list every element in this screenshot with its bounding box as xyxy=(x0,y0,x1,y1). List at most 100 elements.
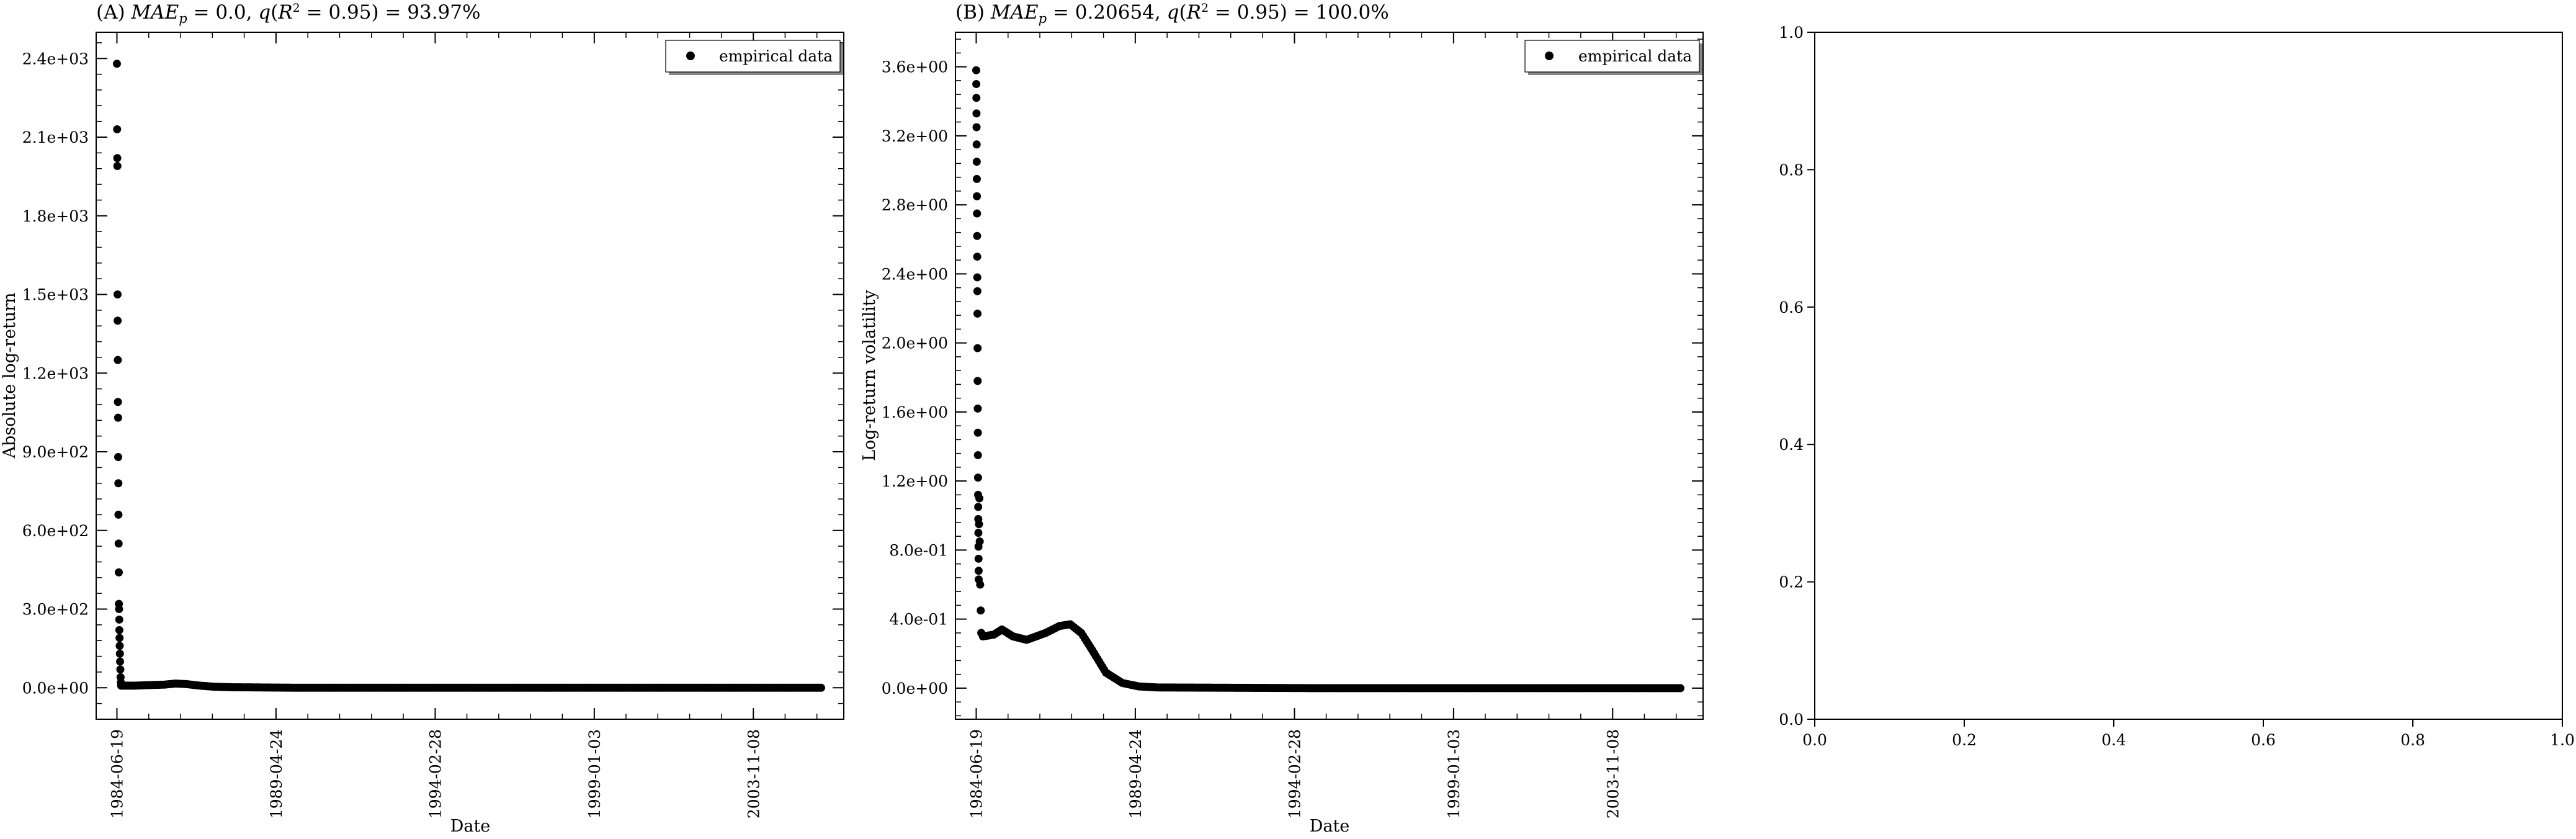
panel-a-legend-label: empirical data xyxy=(719,47,833,65)
y-tick-label: 0.6 xyxy=(1779,298,1804,316)
y-tick-label: 1.0 xyxy=(1779,24,1804,42)
panel-a-y-axis: 0.0e+00 3.0e+02 6.0e+02 9.0e+02 1.2e+03 1.5e+… xyxy=(22,42,844,720)
data-point xyxy=(975,494,984,503)
data-point xyxy=(113,290,122,299)
data-point xyxy=(114,413,122,422)
data-point xyxy=(115,642,124,650)
data-point xyxy=(114,539,123,548)
data-point xyxy=(974,503,983,511)
data-point xyxy=(115,634,124,642)
data-point xyxy=(974,554,983,563)
data-point xyxy=(973,287,982,295)
data-point xyxy=(973,377,982,385)
panel-a: (A) MAEp = 0.0, q(R2 = 0.95) = 93.97% 0.… xyxy=(0,1,844,836)
data-point xyxy=(973,192,982,200)
data-point xyxy=(972,109,981,118)
data-point xyxy=(975,537,984,546)
x-tick-label: 2003-11-08 xyxy=(1604,729,1622,819)
data-point xyxy=(115,649,124,658)
x-tick-label: 1.0 xyxy=(2550,731,2575,749)
y-tick-label: 9.0e+02 xyxy=(22,443,89,461)
x-tick-label: 1984-06-19 xyxy=(108,729,126,819)
data-point xyxy=(115,615,123,624)
y-tick-label: 0.0e+00 xyxy=(22,679,89,697)
y-tick-label: 1.2e+03 xyxy=(22,364,89,382)
panel-b-title: (B) MAEp = 0.20654, q(R2 = 0.95) = 100.0… xyxy=(955,1,1389,26)
y-tick-label: 8.0e-01 xyxy=(889,541,948,559)
data-point xyxy=(114,356,122,364)
data-point xyxy=(114,510,123,519)
panel-c-x-axis: 0.0 0.2 0.4 0.6 0.8 1.0 xyxy=(1802,719,2575,749)
data-point xyxy=(977,606,985,615)
panel-a-y-axis-label: Absolute log-return xyxy=(0,292,19,459)
x-tick-label: 2003-11-08 xyxy=(745,729,763,819)
y-tick-label: 0.0e+00 xyxy=(882,680,948,698)
panel-a-legend-marker xyxy=(686,52,695,60)
y-tick-label: 1.2e+00 xyxy=(882,472,948,490)
y-tick-label: 0.4 xyxy=(1779,436,1804,454)
data-point xyxy=(973,209,982,218)
data-point xyxy=(974,567,983,575)
data-point xyxy=(976,580,985,589)
x-tick-label: 1989-04-24 xyxy=(267,729,285,819)
data-point xyxy=(973,273,982,282)
x-tick-label: 1984-06-19 xyxy=(967,729,985,819)
data-point xyxy=(116,657,125,666)
data-point xyxy=(113,154,122,163)
panel-b-series-empirical-data xyxy=(972,66,1684,693)
y-tick-label: 1.6e+00 xyxy=(882,403,948,421)
data-point xyxy=(112,60,121,68)
y-tick-label: 0.2 xyxy=(1779,573,1804,591)
data-point xyxy=(975,520,983,529)
data-point xyxy=(115,605,123,614)
panel-b-legend-label: empirical data xyxy=(1578,47,1692,65)
data-point xyxy=(972,94,981,102)
y-tick-label: 0.8 xyxy=(1779,161,1804,179)
data-point xyxy=(973,473,982,482)
x-tick-label: 1999-01-03 xyxy=(586,729,604,819)
panel-a-series-empirical-data xyxy=(112,60,825,692)
data-point xyxy=(972,174,981,183)
y-tick-label: 2.0e+00 xyxy=(882,334,948,352)
panel-c-y-axis: 0.0 0.2 0.4 0.6 0.8 1.0 xyxy=(1779,24,1815,729)
y-tick-label: 3.0e+02 xyxy=(22,601,89,619)
data-point xyxy=(114,316,122,325)
panel-a-x-axis: 1984-06-19 1989-04-24 1994-02-28 1999-01-03… xyxy=(108,32,818,819)
data-point xyxy=(972,140,981,149)
panel-a-x-axis-label: Date xyxy=(450,817,491,836)
x-tick-label: 0.8 xyxy=(2400,731,2425,749)
x-tick-label: 1994-02-28 xyxy=(426,729,444,819)
x-tick-label: 0.4 xyxy=(2101,731,2126,749)
panel-b-y-axis: 0.0e+00 4.0e-01 8.0e-01 1.2e+00 1.6e+00 2.0e+… xyxy=(882,38,1703,717)
y-tick-label: 1.8e+03 xyxy=(22,207,89,225)
data-point xyxy=(973,404,982,413)
data-point xyxy=(973,253,982,261)
data-point xyxy=(972,158,981,166)
data-point xyxy=(115,626,123,634)
data-point xyxy=(974,529,983,537)
y-tick-label: 3.2e+00 xyxy=(882,127,948,145)
x-tick-label: 1999-01-03 xyxy=(1445,729,1463,819)
data-point xyxy=(972,123,981,132)
data-point xyxy=(973,231,982,240)
y-tick-label: 6.0e+02 xyxy=(22,522,89,540)
y-tick-label: 2.1e+03 xyxy=(22,128,89,146)
panel-b-legend-marker xyxy=(1545,52,1554,60)
data-point xyxy=(973,309,982,318)
panel-b-x-axis-label: Date xyxy=(1310,817,1350,836)
data-point xyxy=(116,665,125,674)
panel-c-frame xyxy=(1814,32,2563,720)
panel-b-x-axis: 1984-06-19 1989-04-24 1994-02-28 1999-01-03… xyxy=(967,32,1677,819)
data-point xyxy=(973,428,982,437)
data-point xyxy=(114,398,122,406)
panel-a-legend: empirical data xyxy=(665,40,843,75)
y-tick-label: 2.4e+00 xyxy=(882,265,948,283)
panel-b: (B) MAEp = 0.20654, q(R2 = 0.95) = 100.0… xyxy=(860,1,1704,836)
x-tick-label: 0.6 xyxy=(2251,731,2276,749)
y-tick-label: 2.8e+00 xyxy=(882,196,948,214)
x-tick-label: 0.2 xyxy=(1952,731,1977,749)
y-tick-label: 0.0 xyxy=(1779,711,1804,729)
data-point xyxy=(973,344,982,352)
data-point xyxy=(113,125,122,133)
